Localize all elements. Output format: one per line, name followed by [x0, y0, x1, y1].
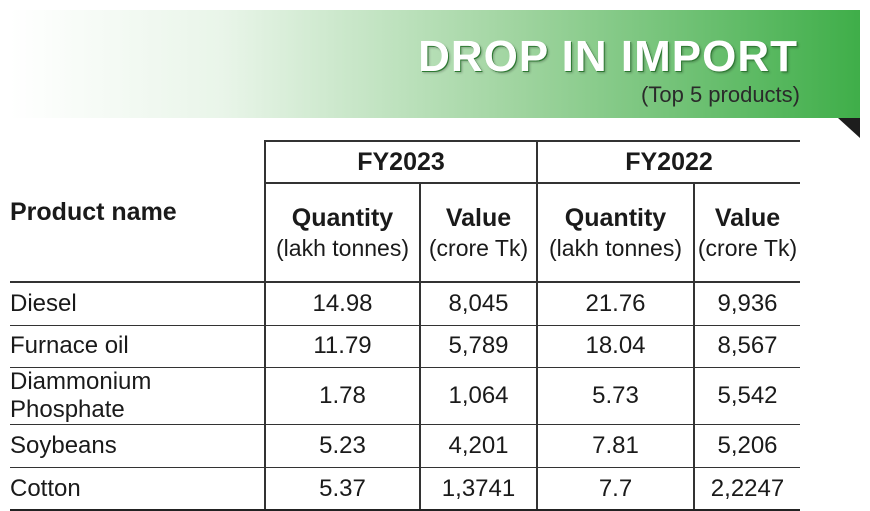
value-unit: (crore Tk) — [428, 234, 529, 261]
table-row: Diammonium Phosphate 1.78 1,064 5.73 5,5… — [10, 367, 800, 426]
product-name-cell: Cotton — [10, 467, 265, 511]
import-table: FY2023 FY2022 Product name Quantity (lak… — [10, 140, 800, 511]
table-row: Diesel 14.98 8,045 21.76 9,936 — [10, 282, 800, 326]
column-header-fy2023-quantity: Quantity (lakh tonnes) — [264, 183, 420, 283]
column-header-row: Product name Quantity (lakh tonnes) Valu… — [10, 183, 800, 283]
fy2023-value-cell: 4,201 — [419, 424, 537, 468]
fy2022-value-cell: 5,206 — [693, 424, 800, 468]
group-header-fy2023: FY2023 — [264, 140, 537, 184]
value-unit: (crore Tk) — [697, 234, 798, 261]
fy2023-value-cell: 1,064 — [419, 367, 537, 426]
column-header-fy2022-value: Value (crore Tk) — [693, 183, 800, 283]
quantity-label: Quantity — [564, 203, 667, 232]
fy2022-value-cell: 5,542 — [693, 367, 800, 426]
quantity-label: Quantity — [291, 203, 394, 232]
fy2023-value-cell: 5,789 — [419, 325, 537, 369]
fy2023-value-cell: 1,3741 — [419, 467, 537, 511]
product-name-cell: Diammonium Phosphate — [10, 367, 265, 426]
quantity-unit: (lakh tonnes) — [549, 234, 682, 261]
fy2023-value-cell: 8,045 — [419, 282, 537, 326]
table-row: Cotton 5.37 1,3741 7.7 2,2247 — [10, 467, 800, 511]
quantity-unit: (lakh tonnes) — [276, 234, 409, 261]
page-subtitle: (Top 5 products) — [641, 82, 800, 107]
product-name-cell: Diesel — [10, 282, 265, 326]
value-label: Value — [714, 203, 781, 232]
value-label: Value — [445, 203, 512, 232]
product-name-cell: Soybeans — [10, 424, 265, 468]
fy2022-quantity-cell: 7.7 — [536, 467, 694, 511]
table-row: Soybeans 5.23 4,201 7.81 5,206 — [10, 424, 800, 468]
fy2023-quantity-cell: 5.37 — [264, 467, 420, 511]
table-row: Furnace oil 11.79 5,789 18.04 8,567 — [10, 325, 800, 369]
empty-corner-cell — [10, 141, 265, 183]
fy2023-quantity-cell: 1.78 — [264, 367, 420, 426]
fy2022-value-cell: 9,936 — [693, 282, 800, 326]
page-title: DROP IN IMPORT — [418, 32, 798, 81]
fy2022-value-cell: 2,2247 — [693, 467, 800, 511]
fy2022-quantity-cell: 7.81 — [536, 424, 694, 468]
product-name-cell: Furnace oil — [10, 325, 265, 369]
fy2022-value-cell: 8,567 — [693, 325, 800, 369]
fy2023-quantity-cell: 11.79 — [264, 325, 420, 369]
fy2023-quantity-cell: 14.98 — [264, 282, 420, 326]
title-banner: DROP IN IMPORT (Top 5 products) — [10, 10, 860, 118]
column-header-product: Product name — [10, 183, 265, 283]
banner-fold-corner — [838, 118, 860, 138]
fy2022-quantity-cell: 18.04 — [536, 325, 694, 369]
fy2023-quantity-cell: 5.23 — [264, 424, 420, 468]
fy2022-quantity-cell: 5.73 — [536, 367, 694, 426]
group-header-fy2022: FY2022 — [536, 140, 800, 184]
fy2022-quantity-cell: 21.76 — [536, 282, 694, 326]
fiscal-year-header-row: FY2023 FY2022 — [10, 140, 800, 184]
column-header-fy2023-value: Value (crore Tk) — [419, 183, 537, 283]
column-header-fy2022-quantity: Quantity (lakh tonnes) — [536, 183, 694, 283]
